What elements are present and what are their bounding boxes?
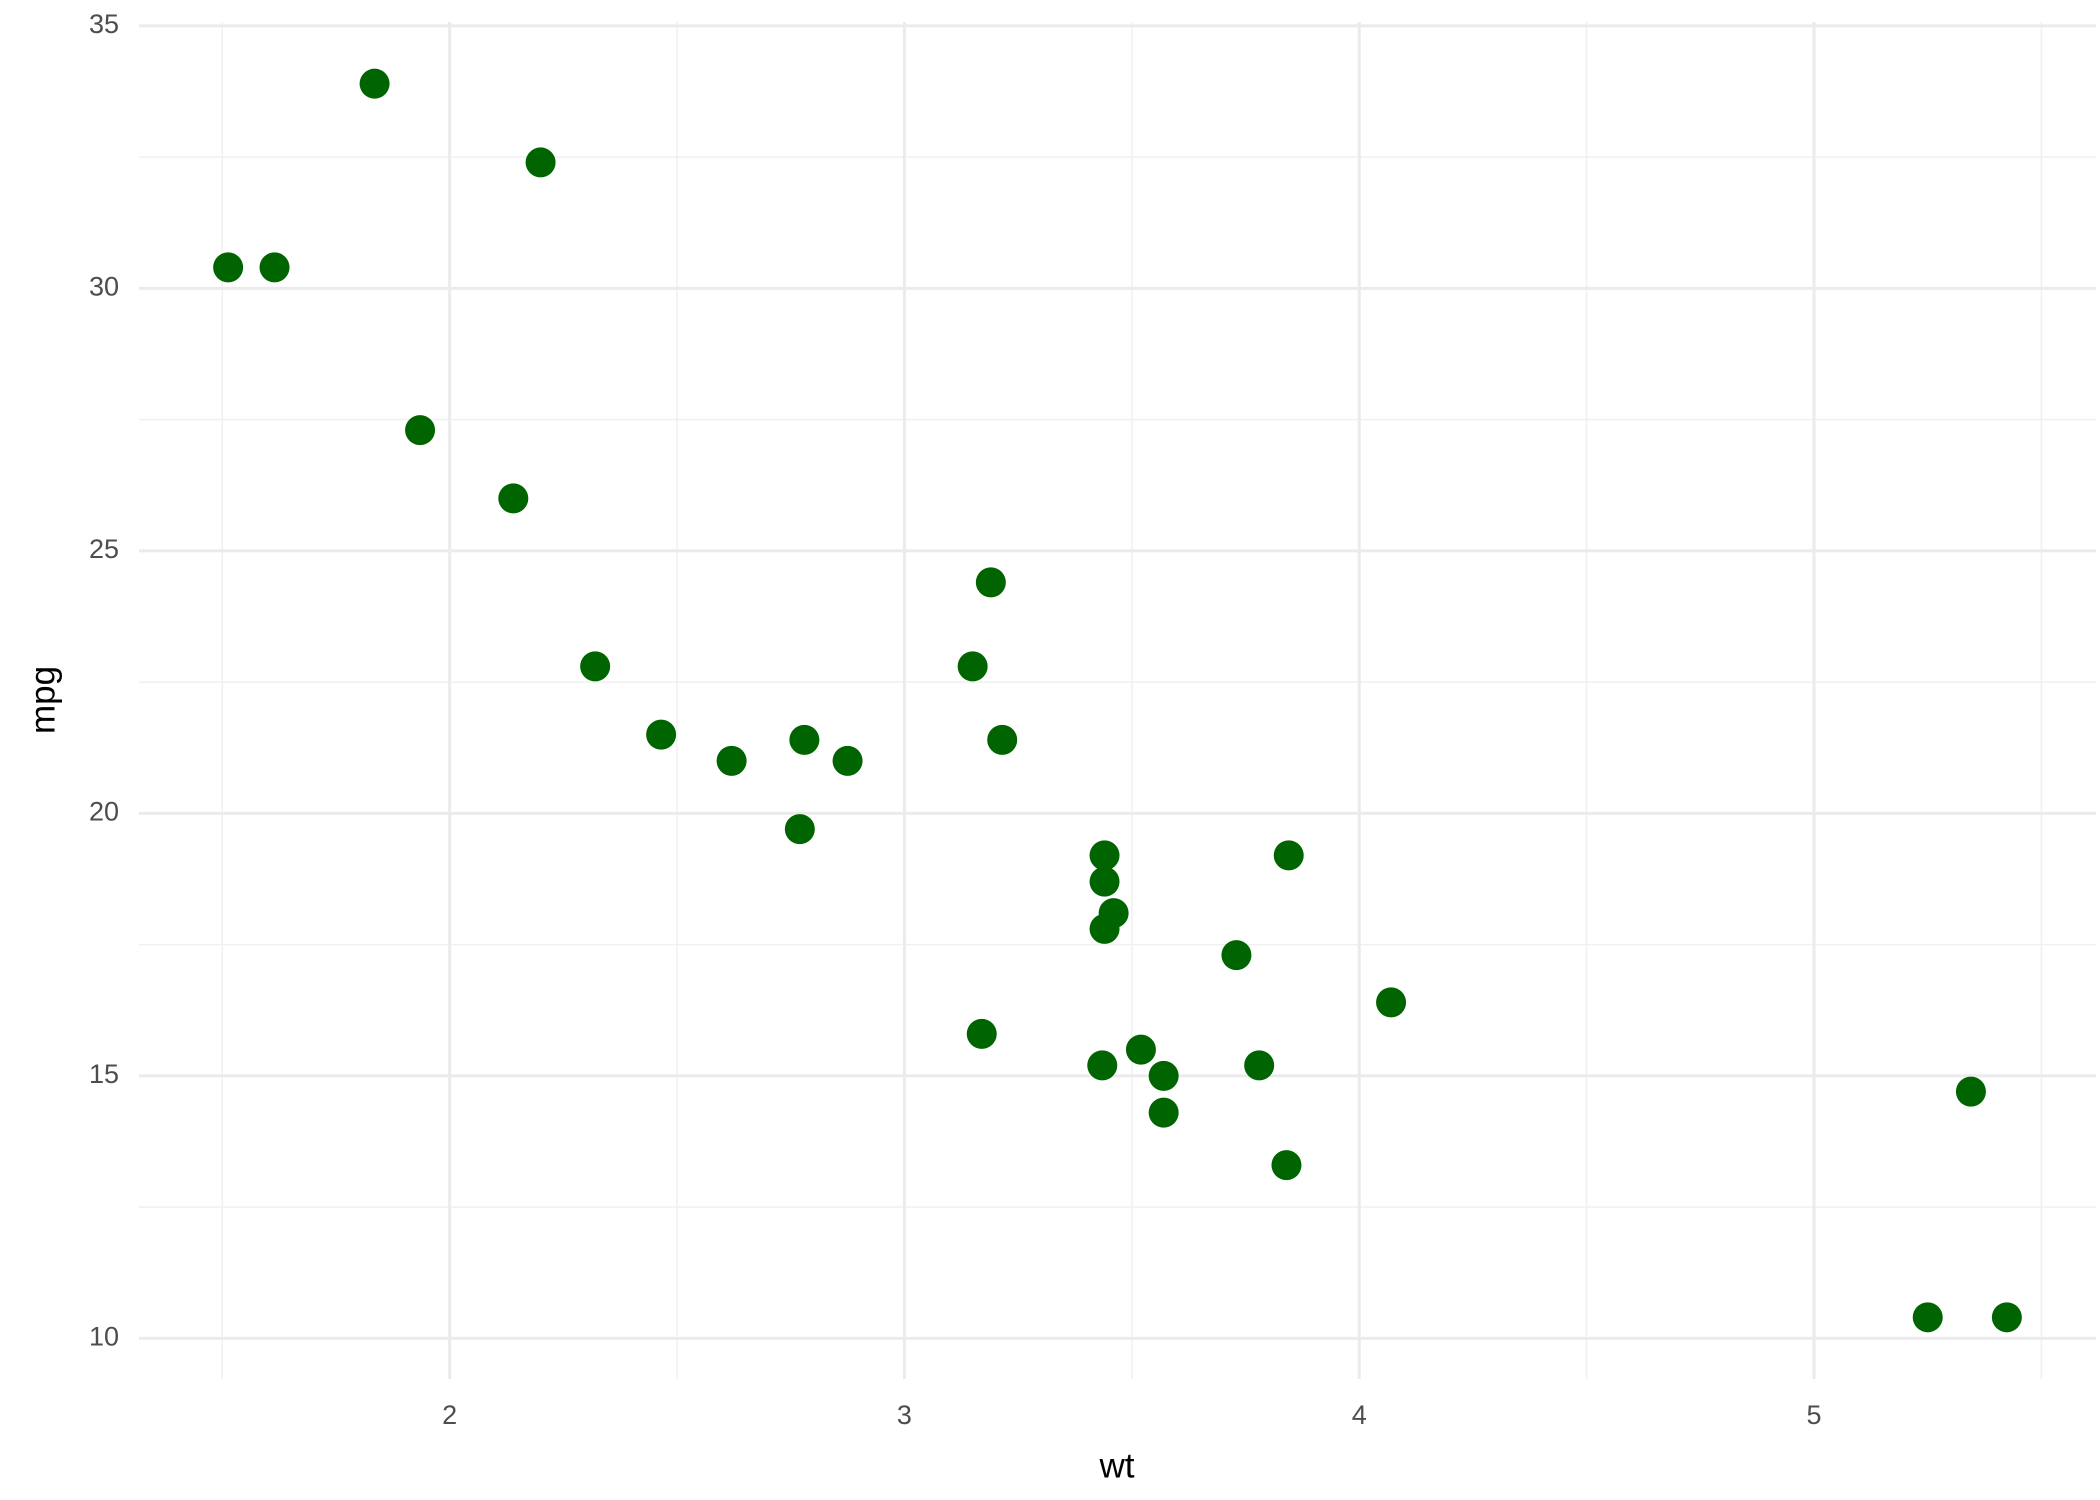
point xyxy=(213,252,244,283)
point xyxy=(646,719,677,750)
point xyxy=(832,745,863,776)
point xyxy=(1273,840,1304,871)
x-axis-title: wt xyxy=(1099,1446,1135,1485)
x-tick-label: 3 xyxy=(897,1400,912,1430)
point xyxy=(716,745,747,776)
point xyxy=(580,651,611,682)
point xyxy=(957,651,988,682)
y-tick-label: 20 xyxy=(89,796,119,826)
point xyxy=(1376,987,1407,1018)
y-tick-label: 15 xyxy=(89,1059,119,1089)
point xyxy=(498,483,529,514)
y-tick-label: 30 xyxy=(89,272,119,302)
point xyxy=(405,415,436,446)
x-tick-label: 2 xyxy=(442,1400,457,1430)
point xyxy=(784,814,815,845)
point xyxy=(789,724,820,755)
point xyxy=(1089,840,1120,871)
point xyxy=(1955,1076,1986,1107)
y-tick-label: 25 xyxy=(89,534,119,564)
point xyxy=(1148,1097,1179,1128)
point xyxy=(1087,1050,1118,1081)
y-tick-label: 10 xyxy=(89,1321,119,1351)
x-tick-label: 4 xyxy=(1352,1400,1367,1430)
point xyxy=(1148,1060,1179,1091)
point xyxy=(1912,1302,1943,1333)
x-tick-label: 5 xyxy=(1807,1400,1822,1430)
point xyxy=(1089,866,1120,897)
point xyxy=(1221,940,1252,971)
point xyxy=(1089,913,1120,944)
point xyxy=(259,252,290,283)
y-tick-label: 35 xyxy=(89,9,119,39)
point xyxy=(525,147,556,178)
y-axis-title: mpg xyxy=(23,666,62,734)
point xyxy=(987,724,1018,755)
point xyxy=(1271,1150,1302,1181)
point xyxy=(975,567,1006,598)
point xyxy=(359,68,390,99)
point xyxy=(1991,1302,2022,1333)
point xyxy=(1244,1050,1275,1081)
point xyxy=(1125,1034,1156,1065)
point xyxy=(966,1018,997,1049)
